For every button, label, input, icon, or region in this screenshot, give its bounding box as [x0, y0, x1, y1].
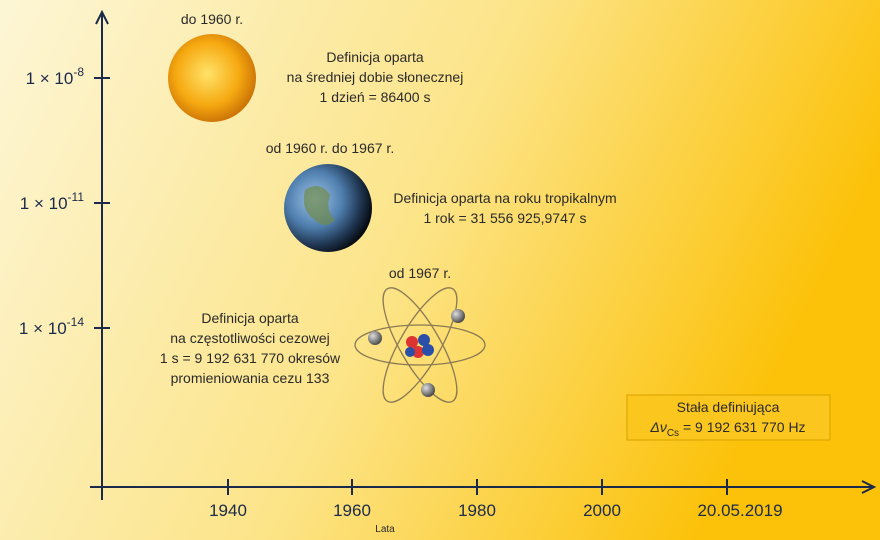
- era-period: do 1960 r.: [181, 11, 243, 27]
- constant-formula: ΔνCs = 9 192 631 770 Hz: [649, 419, 805, 439]
- era-definition: promieniowania cezu 133: [171, 370, 330, 386]
- era-definition: 1 dzień = 86400 s: [320, 89, 431, 105]
- axes: [90, 9, 877, 500]
- era-definition: 1 s = 9 192 631 770 okresów: [160, 350, 341, 366]
- y-tick-label: 1 × 10-14: [19, 315, 84, 338]
- era-period: od 1960 r. do 1967 r.: [266, 140, 394, 156]
- constant-box: [626, 394, 831, 441]
- constant-title: Stała definiująca: [677, 399, 780, 415]
- x-tick-label: 20.05.2019: [697, 501, 782, 520]
- x-tick-label: 1960: [333, 501, 371, 520]
- era-definition: na średniej dobie słonecznej: [287, 69, 464, 85]
- x-tick-label: 2000: [583, 501, 621, 520]
- era-definition: 1 rok = 31 556 925,9747 s: [423, 210, 586, 226]
- era-definition: Definicja oparta na roku tropikalnym: [393, 190, 616, 206]
- era-definition: Definicja oparta: [326, 49, 423, 65]
- atom-icon: [354, 287, 486, 403]
- earth-land: [303, 186, 335, 225]
- sun-icon: [168, 34, 256, 122]
- x-tick-label: 1940: [209, 501, 247, 520]
- era-definition: Definicja oparta: [201, 310, 298, 326]
- era-period: od 1967 r.: [389, 265, 451, 281]
- x-tick-label: 1980: [458, 501, 496, 520]
- era-definition: na częstotliwości cezowej: [170, 330, 330, 346]
- x-axis-label: Lata: [375, 524, 395, 535]
- y-tick-label: 1 × 10-8: [26, 65, 85, 88]
- y-tick-label: 1 × 10-11: [20, 190, 85, 213]
